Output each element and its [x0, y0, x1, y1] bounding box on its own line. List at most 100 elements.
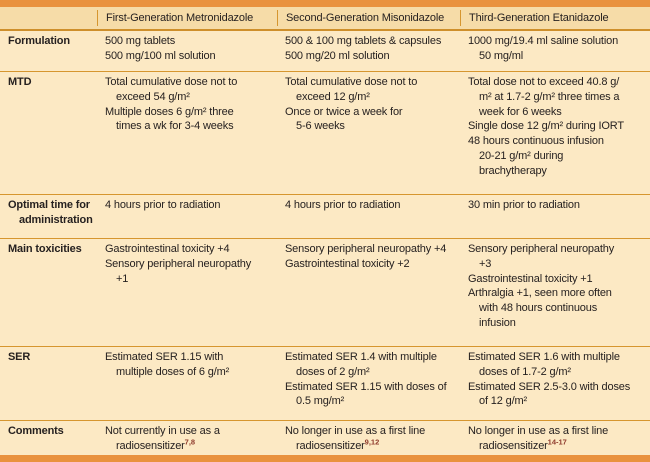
cell-line: infusion — [479, 316, 516, 329]
table-cell: 4 hours prior to radiation — [97, 195, 277, 238]
table-cell: Gastrointestinal toxicity +4 Sensory per… — [97, 239, 277, 346]
cell-line: Total dose not to exceed 40.8 g/ — [468, 76, 620, 88]
table-cell: Total cumulative dose not to exceed 12 g… — [277, 72, 460, 194]
table-cell: Estimated SER 1.6 with multiple doses of… — [460, 347, 650, 420]
table-row-formulation: Formulation 500 mg tablets 500 mg/100 ml… — [0, 31, 650, 72]
cell-line: 0.5 mg/m² — [296, 395, 345, 408]
table-row-mtd: MTD Total cumulative dose not to exceed … — [0, 72, 650, 195]
cell-line: of 12 g/m² — [479, 395, 528, 408]
cell-line: 1000 mg/19.4 ml saline solution — [468, 35, 619, 47]
cell-line: week for 6 weeks — [479, 105, 562, 118]
cell-line: No longer in use as a first line — [468, 425, 609, 437]
cell-line: 48 hours continuous infusion — [468, 135, 604, 148]
cell-line: 5-6 weeks — [296, 120, 345, 133]
table-cell: Not currently in use as a radiosensitize… — [97, 421, 277, 455]
bottom-border-band — [0, 455, 650, 462]
comment-text: radiosensitizer — [116, 439, 185, 452]
table-cell: Estimated SER 1.15 with multiple doses o… — [97, 347, 277, 420]
cell-line: Gastrointestinal toxicity +1 — [468, 272, 593, 285]
header-col-etanidazole: Third-Generation Etanidazole — [460, 9, 650, 27]
cell-line: with 48 hours continuous — [479, 302, 598, 315]
table-row-ser: SER Estimated SER 1.15 with multiple dos… — [0, 347, 650, 421]
cell-line: Not currently in use as a — [105, 425, 220, 437]
cell-line: radiosensitizer7,8 — [105, 437, 274, 454]
row-label: Main toxicities — [0, 239, 97, 346]
row-label: Optimal time for administration — [0, 195, 97, 238]
reference-superscript: 9,12 — [364, 437, 380, 447]
table-cell: Sensory peripheral neuropathy +4 Gastroi… — [277, 239, 460, 346]
table-row-optimal-time: Optimal time for administration 4 hours … — [0, 195, 650, 239]
row-label-line: Comments — [8, 425, 64, 437]
cell-line: Sensory peripheral neuropathy +4 — [285, 243, 447, 255]
table-cell: 4 hours prior to radiation — [277, 195, 460, 238]
cell-line: No longer in use as a first line — [285, 425, 426, 437]
cell-line: Gastrointestinal toxicity +4 — [105, 243, 230, 255]
cell-line: +3 — [479, 257, 492, 270]
row-label: Comments — [0, 421, 97, 455]
cell-line: 500 mg/100 ml solution — [105, 49, 216, 62]
table-cell: Estimated SER 1.4 with multiple doses of… — [277, 347, 460, 420]
cell-line: Once or twice a week for — [285, 105, 403, 118]
row-label: Formulation — [0, 31, 97, 71]
header-label: First-Generation Metronidazole — [106, 11, 254, 24]
cell-line: exceed 12 g/m² — [296, 90, 370, 103]
table-cell: 1000 mg/19.4 ml saline solution 50 mg/ml — [460, 31, 650, 71]
cell-line: Gastrointestinal toxicity +2 — [285, 257, 410, 270]
cell-line: times a wk for 3-4 weeks — [116, 120, 234, 133]
table-header-row: First-Generation Metronidazole Second-Ge… — [0, 7, 650, 31]
table-cell: 500 mg tablets 500 mg/100 ml solution — [97, 31, 277, 71]
top-border-band — [0, 0, 650, 7]
header-label: Second-Generation Misonidazole — [286, 11, 445, 24]
header-col-metronidazole: First-Generation Metronidazole — [97, 9, 277, 27]
header-corner-cell — [0, 17, 97, 19]
cell-line: Single dose 12 g/m² during IORT — [468, 120, 624, 133]
cell-line: +1 — [116, 272, 129, 285]
table-cell: Sensory peripheral neuropathy +3 Gastroi… — [460, 239, 650, 346]
cell-line: radiosensitizer14-17 — [468, 437, 647, 454]
cell-line: Estimated SER 2.5-3.0 with doses — [468, 380, 631, 393]
row-label: MTD — [0, 72, 97, 194]
cell-line: radiosensitizer9,12 — [285, 437, 457, 454]
header-col-misonidazole: Second-Generation Misonidazole — [277, 9, 460, 27]
cell-line: 30 min prior to radiation — [468, 199, 580, 211]
table-cell: No longer in use as a first line radiose… — [460, 421, 650, 455]
cell-line: brachytherapy — [479, 164, 547, 177]
table-cell: Total cumulative dose not to exceed 54 g… — [97, 72, 277, 194]
cell-line: Estimated SER 1.4 with multiple — [285, 351, 437, 363]
cell-line: Estimated SER 1.6 with multiple — [468, 351, 620, 363]
reference-superscript: 7,8 — [184, 437, 196, 447]
cell-line: Sensory peripheral neuropathy — [468, 243, 615, 255]
cell-line: exceed 54 g/m² — [116, 90, 190, 103]
cell-line: m² at 1.7-2 g/m² three times a — [479, 90, 620, 103]
reference-superscript: 14-17 — [547, 437, 567, 447]
row-label-line: SER — [8, 351, 31, 363]
row-label: SER — [0, 347, 97, 420]
cell-line: multiple doses of 6 g/m² — [116, 365, 230, 378]
row-label-line: Optimal time for — [8, 199, 90, 211]
row-label-line: Main toxicities — [8, 243, 82, 255]
comment-text: radiosensitizer — [296, 439, 365, 452]
cell-line: Total cumulative dose not to — [105, 76, 238, 88]
cell-line: Arthralgia +1, seen more often — [468, 287, 612, 300]
row-label-line: MTD — [8, 76, 32, 88]
cell-line: Total cumulative dose not to — [285, 76, 418, 88]
cell-line: 500 & 100 mg tablets & capsules — [285, 35, 442, 47]
table-cell: No longer in use as a first line radiose… — [277, 421, 460, 455]
cell-line: doses of 2 g/m² — [296, 365, 370, 378]
cell-line: Estimated SER 1.15 with — [105, 351, 224, 363]
row-label-line: administration — [19, 213, 93, 226]
row-label-line: Formulation — [8, 35, 70, 47]
cell-line: 20-21 g/m² during — [479, 149, 564, 162]
table-row-comments: Comments Not currently in use as a radio… — [0, 421, 650, 455]
cell-line: Estimated SER 1.15 with doses of — [285, 380, 447, 393]
table-cell: 500 & 100 mg tablets & capsules 500 mg/2… — [277, 31, 460, 71]
cell-line: doses of 1.7-2 g/m² — [479, 365, 571, 378]
cell-line: 50 mg/ml — [479, 49, 524, 62]
comment-text: radiosensitizer — [479, 439, 548, 452]
cell-line: 4 hours prior to radiation — [105, 199, 221, 211]
table-cell: Total dose not to exceed 40.8 g/ m² at 1… — [460, 72, 650, 194]
cell-line: 4 hours prior to radiation — [285, 199, 401, 211]
cell-line: 500 mg/20 ml solution — [285, 49, 390, 62]
cell-line: Sensory peripheral neuropathy — [105, 257, 252, 270]
